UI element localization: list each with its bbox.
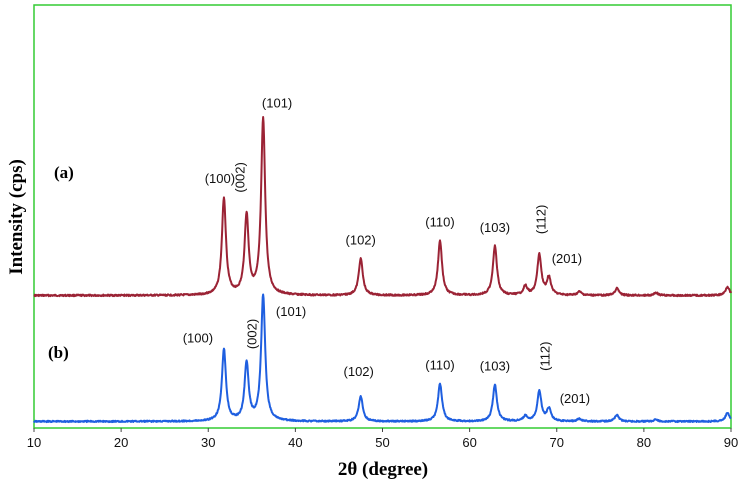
- plot-frame: [33, 4, 732, 429]
- panel-label-b: (b): [48, 343, 69, 362]
- peak-label: (101): [276, 304, 306, 319]
- peak-labels: (100)(002)(101)(102)(110) (103) (112)(201)…: [183, 95, 590, 405]
- peak-label: (002): [233, 162, 248, 192]
- x-tick-label: 80: [637, 435, 651, 450]
- peak-label: (201): [552, 251, 582, 266]
- x-tick-label: 30: [201, 435, 215, 450]
- peak-label: (112): [533, 205, 548, 234]
- series-line-a: [33, 116, 732, 298]
- x-tick-label: 20: [114, 435, 128, 450]
- peak-label: (201): [560, 391, 590, 406]
- x-tick-label: 60: [462, 435, 476, 450]
- x-tick-label: 50: [375, 435, 389, 450]
- peak-label: (100): [205, 171, 235, 186]
- y-axis-title: Intensity (cps): [6, 159, 27, 275]
- x-tick-label: 90: [724, 435, 738, 450]
- series-layer: [33, 116, 732, 424]
- peak-label: (112): [537, 342, 552, 371]
- x-tick-label: 10: [27, 435, 41, 450]
- peak-label: (103): [480, 220, 510, 235]
- x-axis-ticks: 10 20 30 40 50 60 70 80 90: [27, 428, 738, 450]
- panel-label-a: (a): [54, 163, 74, 182]
- series-line-b: [33, 293, 732, 424]
- x-tick-label: 40: [288, 435, 302, 450]
- peak-label: (102): [346, 232, 376, 247]
- x-axis-title: 2θ (degree): [338, 459, 428, 480]
- peak-label: (110): [425, 358, 454, 373]
- x-tick-label: 70: [550, 435, 564, 450]
- peak-label: (101): [262, 95, 292, 110]
- peak-label: (110): [425, 215, 454, 230]
- peak-label: (102): [344, 364, 374, 379]
- peak-label: (100): [183, 331, 213, 346]
- peak-label: (103): [480, 359, 510, 374]
- peak-label: (002): [245, 319, 260, 349]
